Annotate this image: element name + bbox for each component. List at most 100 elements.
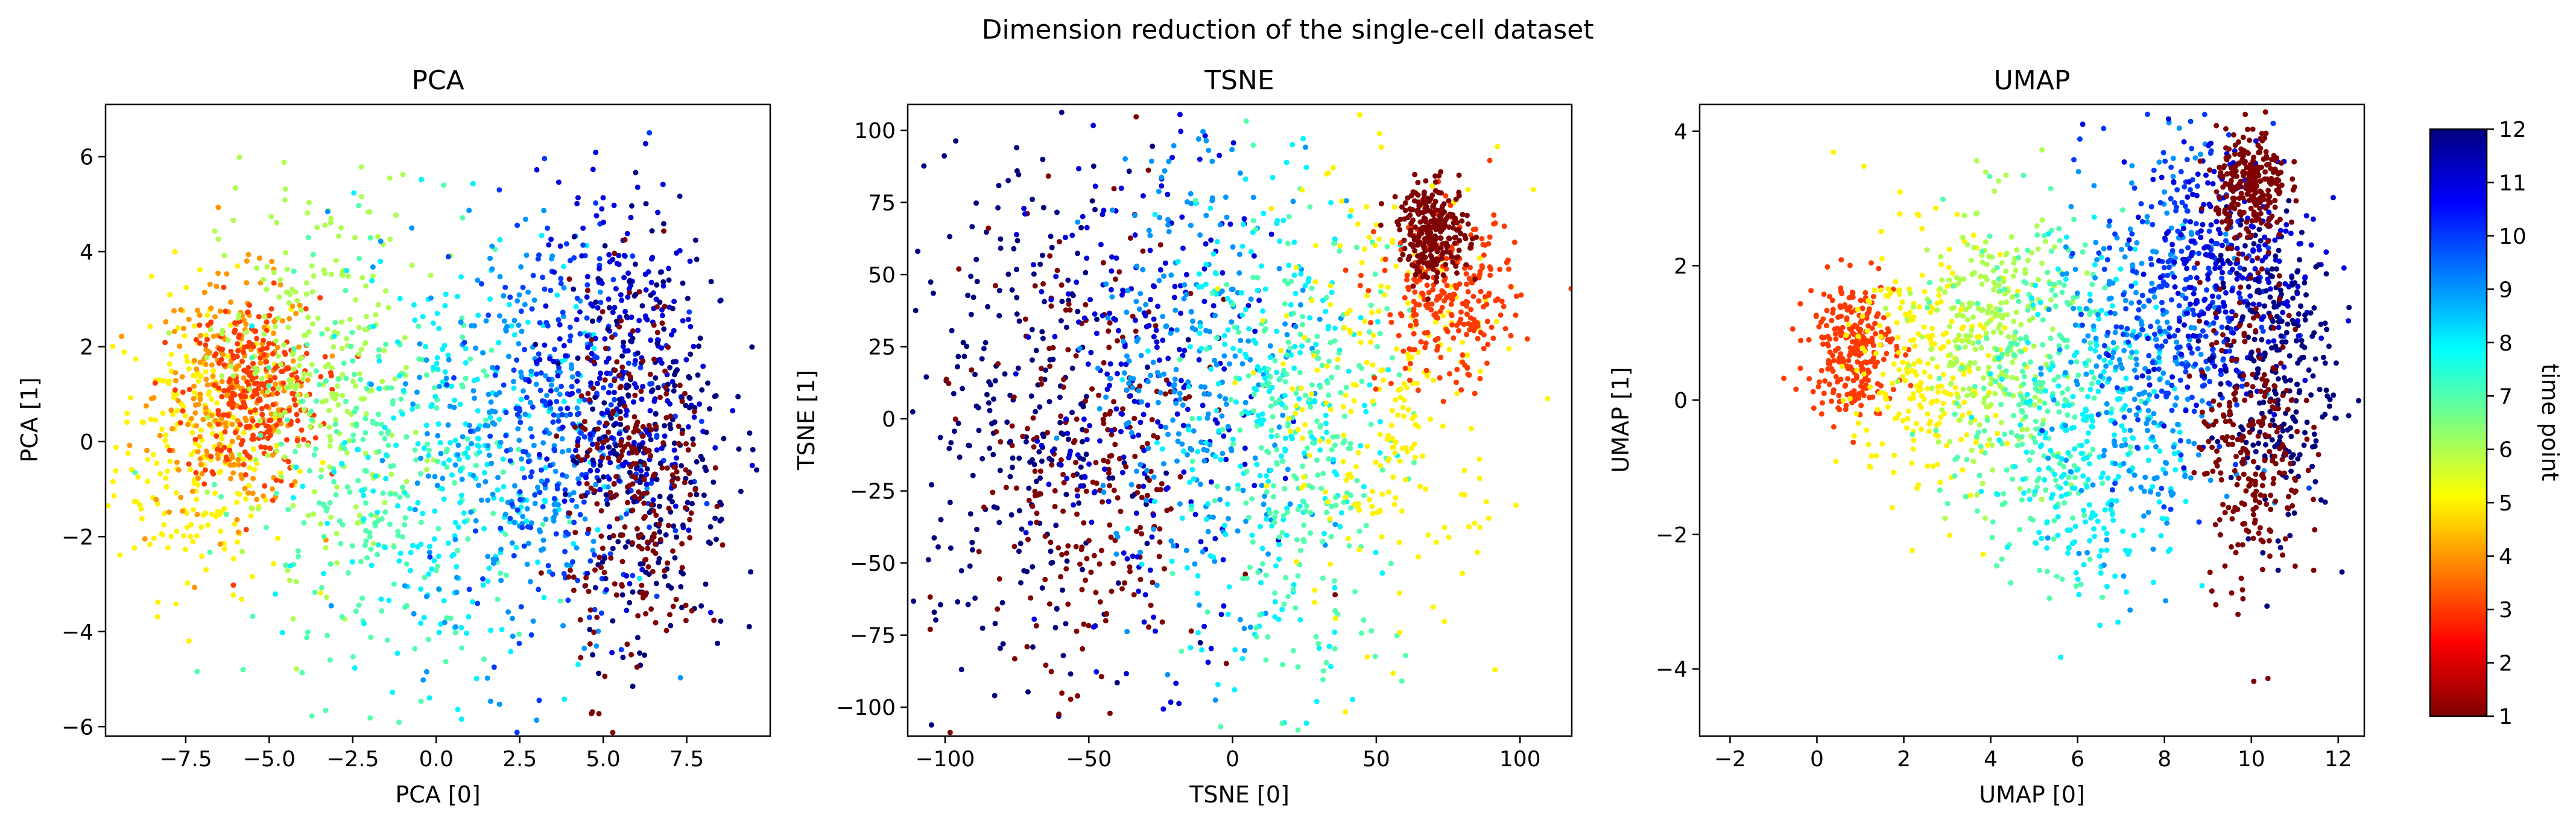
data-point [1185, 379, 1191, 385]
data-point [569, 384, 575, 390]
data-point [171, 308, 177, 314]
data-point [597, 554, 603, 561]
data-point [1071, 472, 1077, 478]
data-point [221, 506, 227, 512]
data-point [453, 624, 459, 630]
data-point [1237, 348, 1243, 354]
data-point [1121, 454, 1127, 460]
data-point [1138, 524, 1143, 530]
data-point [1232, 380, 1238, 386]
data-point [593, 200, 599, 206]
data-point [234, 354, 240, 360]
data-point [1025, 536, 1031, 542]
data-point [584, 282, 590, 288]
data-point [1125, 420, 1131, 425]
data-point [1109, 207, 1115, 213]
data-point [422, 574, 428, 580]
data-point [228, 395, 234, 401]
data-point [1177, 501, 1183, 507]
data-point [456, 456, 462, 462]
data-point [1274, 220, 1280, 226]
data-point [1037, 468, 1043, 474]
data-point [1130, 313, 1136, 319]
data-point [640, 433, 646, 439]
data-point [459, 645, 464, 651]
data-point [369, 381, 374, 387]
data-point [1331, 241, 1337, 246]
data-point [540, 275, 546, 281]
data-point [661, 228, 666, 234]
data-point [1313, 243, 1319, 249]
data-point [182, 547, 188, 552]
data-point [1224, 501, 1230, 507]
data-point [488, 698, 493, 704]
data-point [262, 483, 268, 489]
data-point [638, 468, 644, 474]
data-point [686, 471, 692, 477]
data-point [303, 306, 309, 312]
data-point [207, 422, 212, 428]
data-point [670, 603, 676, 609]
data-point [682, 505, 688, 511]
data-point [1267, 389, 1272, 395]
data-point [358, 164, 364, 170]
data-point [557, 243, 563, 249]
data-point [718, 501, 724, 507]
data-point [1192, 197, 1198, 203]
data-point [400, 484, 406, 490]
data-point [1392, 194, 1398, 200]
data-point [1332, 592, 1338, 598]
data-point [215, 236, 221, 242]
data-point [329, 387, 335, 393]
data-point [606, 390, 612, 396]
data-point [486, 312, 492, 318]
data-point [606, 476, 612, 482]
data-point [1169, 558, 1175, 564]
data-point [1280, 367, 1286, 373]
data-point [142, 536, 148, 542]
data-point [1411, 308, 1417, 314]
data-point [218, 494, 224, 500]
data-point [517, 489, 523, 495]
data-point [356, 325, 362, 331]
data-point [1097, 599, 1103, 605]
data-point [301, 436, 306, 442]
data-point [557, 322, 563, 328]
data-point [212, 228, 218, 234]
data-point [300, 376, 306, 382]
data-point [1271, 514, 1277, 520]
data-point [1265, 366, 1271, 372]
data-point [163, 483, 169, 489]
data-point [592, 488, 598, 494]
data-point [513, 544, 519, 550]
data-point [421, 445, 427, 451]
data-point [695, 372, 701, 378]
data-point [426, 571, 432, 577]
data-point [1136, 307, 1142, 312]
data-point [1086, 623, 1092, 629]
data-point [121, 349, 127, 355]
data-point [334, 258, 339, 264]
data-point [590, 386, 596, 392]
data-point [396, 719, 402, 725]
data-point [227, 443, 233, 449]
data-point [326, 424, 332, 430]
data-point [271, 561, 277, 567]
data-point [1150, 144, 1156, 149]
data-point [938, 516, 944, 522]
data-point [595, 305, 601, 311]
data-point [197, 456, 203, 462]
data-point [460, 334, 466, 340]
data-point [923, 374, 929, 380]
data-point [543, 373, 548, 379]
data-point [518, 396, 524, 402]
data-point [256, 314, 262, 320]
data-point [245, 364, 252, 370]
data-point [1490, 335, 1496, 341]
data-point [582, 516, 588, 522]
data-point [517, 419, 524, 425]
data-point [1083, 488, 1089, 494]
data-point [217, 541, 223, 547]
data-point [586, 614, 592, 620]
data-point [993, 282, 998, 288]
